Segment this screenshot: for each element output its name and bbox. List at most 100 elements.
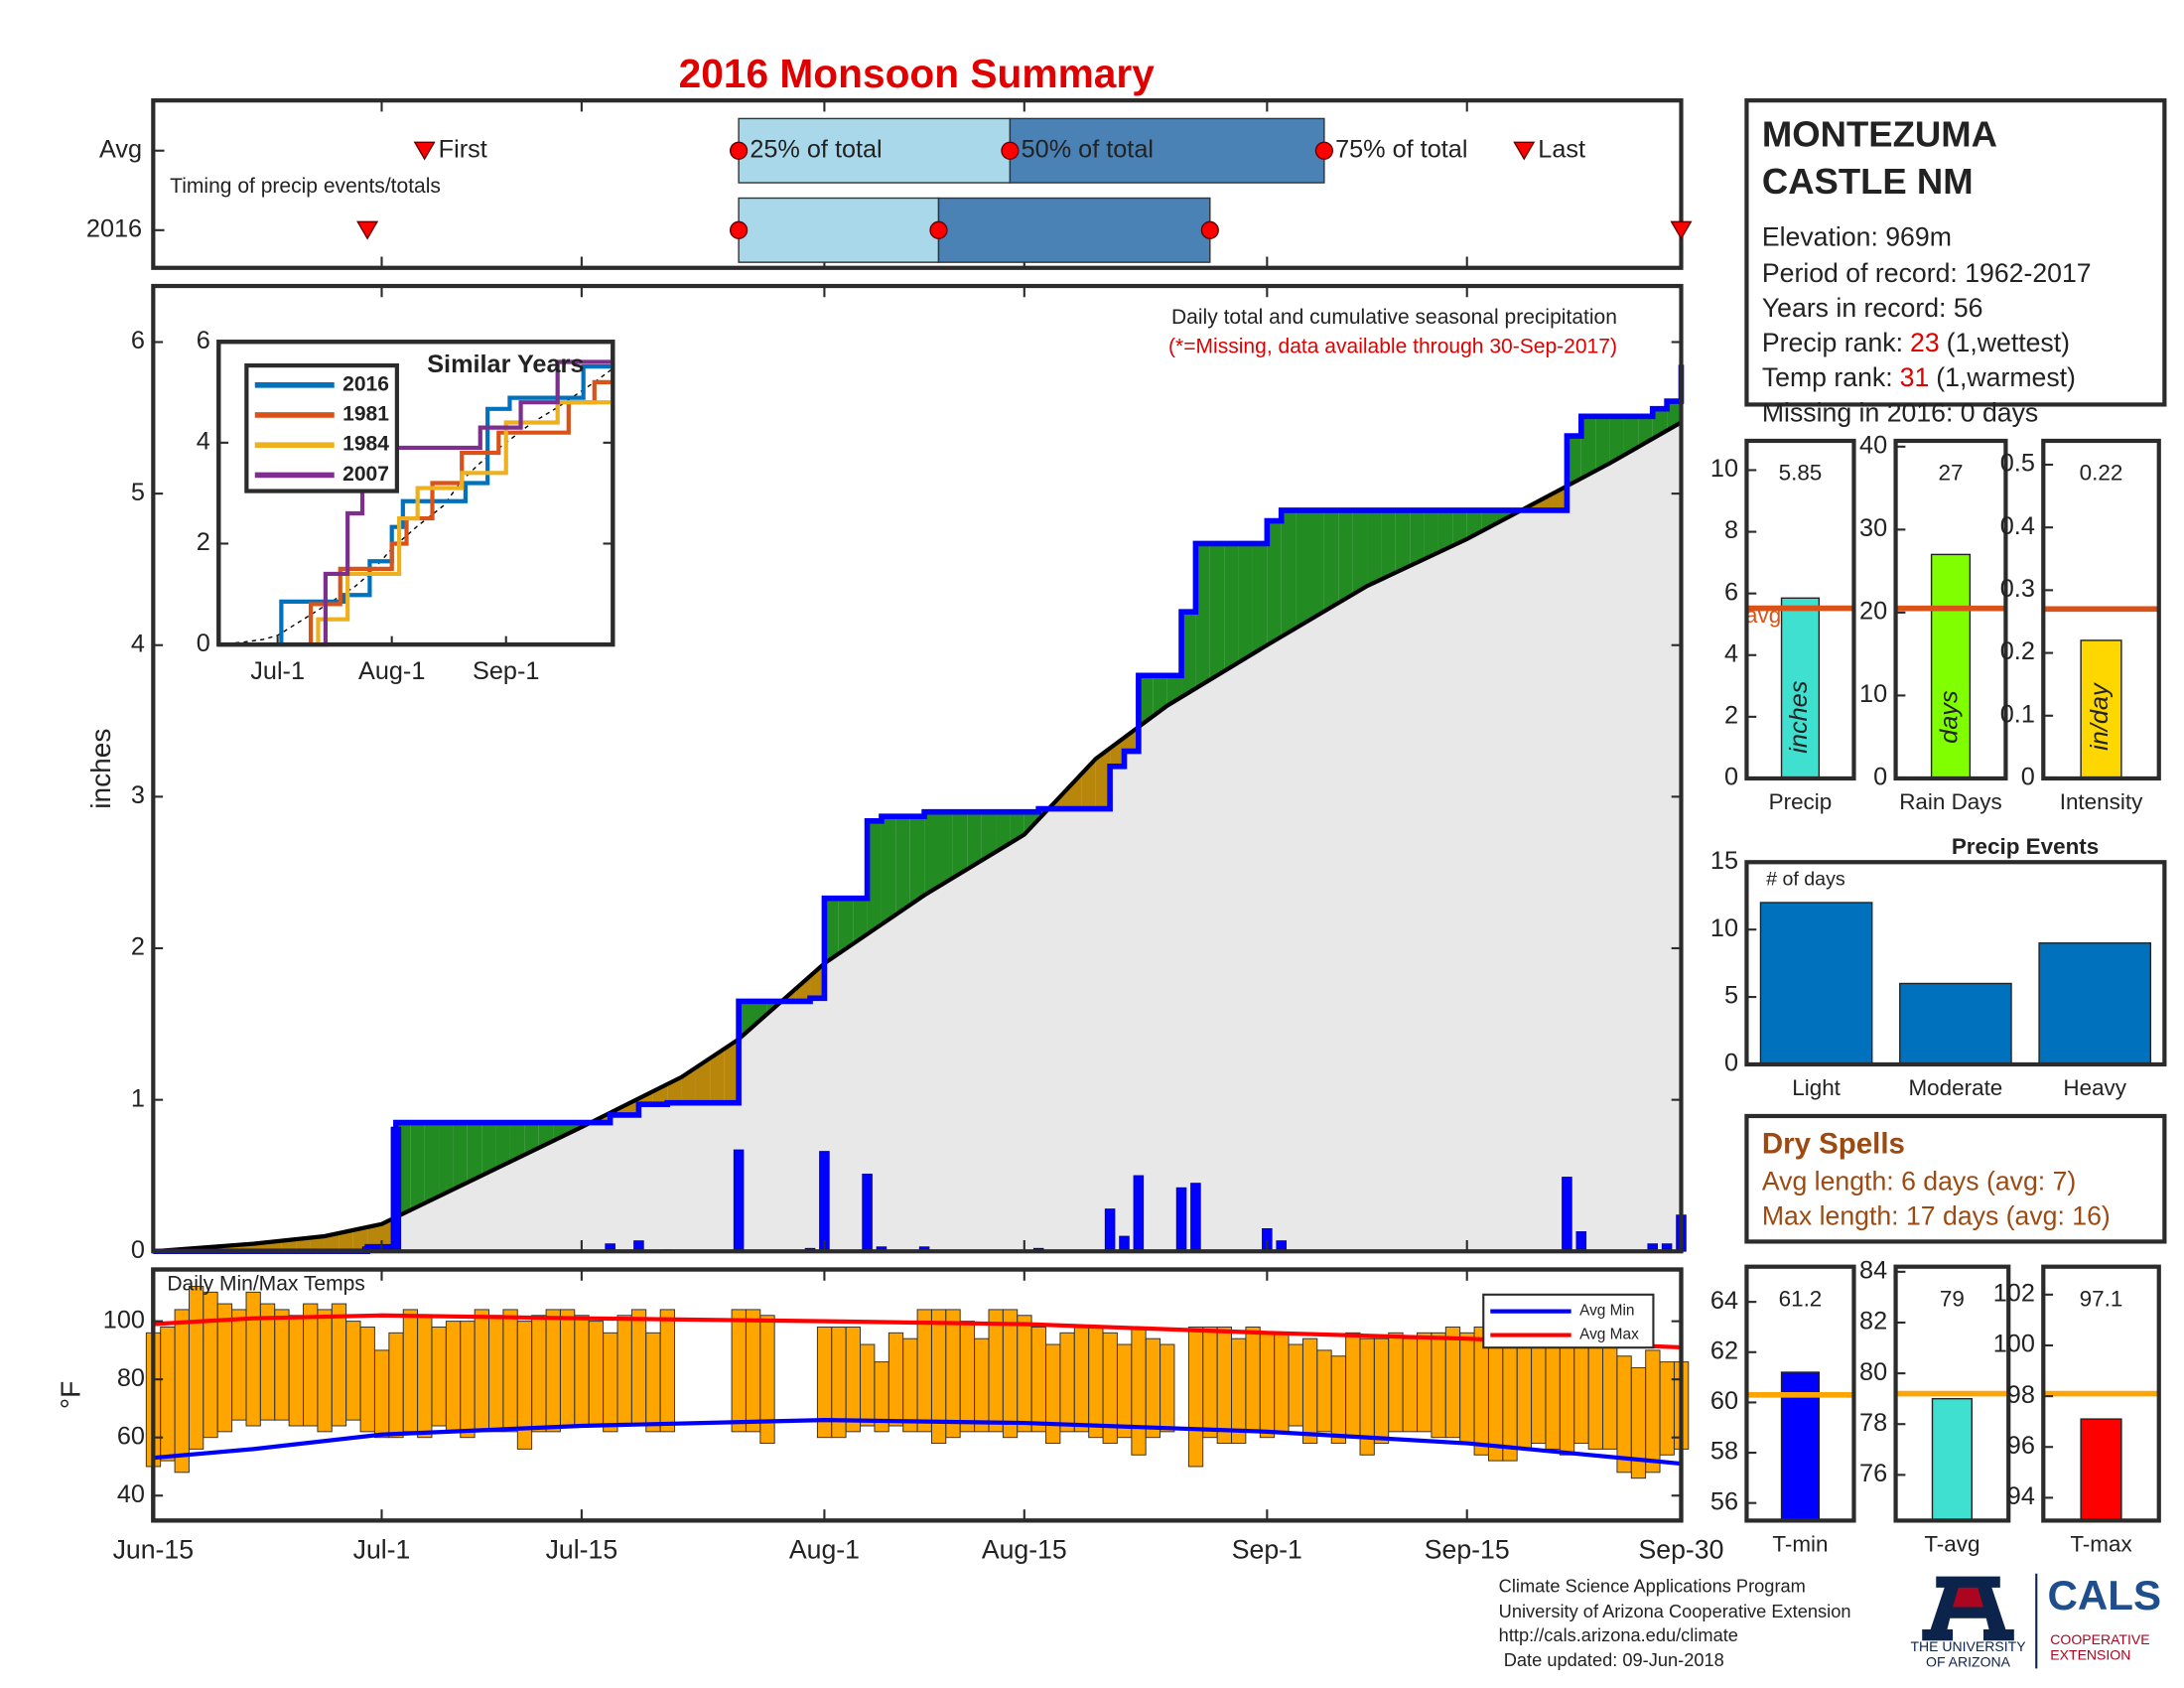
surplus-fill: [1281, 509, 1297, 637]
temp-bar: [216, 1303, 233, 1433]
temp-bar: [1616, 1355, 1632, 1474]
temp-bar: [1645, 1349, 1661, 1474]
daily-bar: [1119, 1235, 1130, 1252]
x-tick-label: Sep-1: [473, 657, 539, 685]
quartile-marker: [1200, 220, 1219, 239]
temp-bar: [759, 1315, 775, 1445]
y-tick-label: 5: [131, 479, 145, 506]
temp-bar: [1330, 1355, 1347, 1445]
event-marker: [356, 220, 379, 240]
temp-bar: [303, 1303, 319, 1427]
surplus-fill: [524, 1122, 539, 1156]
station-name: MONTEZUMA: [1762, 113, 1997, 154]
temp-bar: [1531, 1337, 1547, 1445]
y-tick-label: 84: [1859, 1256, 1887, 1284]
surplus-fill: [895, 816, 910, 915]
y-tick-label: 56: [1710, 1487, 1738, 1515]
surplus-fill: [1323, 509, 1339, 612]
y-tick-label: 96: [2007, 1432, 2035, 1460]
rank-label: Precip rank:: [1762, 328, 1903, 357]
bar-unit-label: days: [1936, 690, 1964, 744]
surplus-fill: [824, 898, 839, 964]
y-tick-label: 2: [1724, 702, 1738, 730]
bar: [1759, 902, 1873, 1065]
deficit-fill: [1110, 737, 1125, 767]
station-box: MONTEZUMA CASTLE NM Elevation: 969m Peri…: [1744, 98, 2167, 427]
temp-rank: Temp rank: 31 (1,warmest): [1762, 362, 2076, 392]
x-tick-label: Jun-15: [113, 1534, 194, 1564]
deficit-fill: [339, 1229, 353, 1252]
surplus-fill: [853, 898, 868, 944]
value-label: 27: [1939, 461, 1964, 486]
temp-bar: [460, 1321, 476, 1439]
deficit-fill: [695, 1057, 711, 1103]
daily-bar: [1190, 1183, 1201, 1252]
surplus-fill: [1367, 509, 1382, 587]
surplus-fill: [1338, 509, 1353, 604]
quartile-marker: [1314, 141, 1333, 160]
temp-bar: [1502, 1332, 1518, 1462]
y-tick-label: 82: [1859, 1308, 1887, 1336]
marker-label: 25% of total: [750, 135, 882, 163]
surplus-fill: [752, 1001, 767, 1027]
rank-note: (1,wettest): [1947, 328, 2070, 357]
x-tick-label: Jul-15: [546, 1534, 618, 1564]
surplus-fill: [881, 816, 896, 925]
temp-bar: [431, 1326, 447, 1427]
value-label: 0.22: [2080, 461, 2123, 486]
x-tick-label: Aug-1: [789, 1534, 860, 1564]
temp-bar: [974, 1337, 990, 1433]
y-tick-label: 102: [1993, 1279, 2035, 1307]
chart-annotation: # of days: [1766, 869, 1845, 891]
temp-bar: [1160, 1343, 1175, 1433]
x-tick-label: Jul-1: [353, 1534, 411, 1564]
avg-temp-line: [153, 1313, 1682, 1350]
temp-bar: [1373, 1337, 1390, 1445]
y-tick-label: 0: [1724, 764, 1738, 791]
university-name: THE UNIVERSITY: [1910, 1638, 2026, 1654]
marker-label: Last: [1538, 135, 1585, 163]
temp-bar: [959, 1321, 976, 1433]
daily-bar: [1575, 1231, 1587, 1252]
surplus-fill: [1195, 543, 1210, 689]
temp-bar: [502, 1309, 518, 1433]
temp-bar: [488, 1315, 504, 1433]
temp-bar: [945, 1309, 961, 1439]
temp-bar: [288, 1315, 304, 1427]
bar: [1899, 982, 2012, 1065]
deficit-fill: [652, 1083, 668, 1105]
temp-bar: [1187, 1326, 1204, 1468]
logo-a: [1922, 1576, 2014, 1641]
daily-bar: [390, 1126, 402, 1252]
quartile-marker: [929, 220, 948, 239]
bar: [2038, 942, 2152, 1065]
temp-bar: [188, 1285, 205, 1450]
marker-label: 50% of total: [1022, 135, 1154, 163]
temp-bar: [731, 1309, 747, 1433]
temp-bar: [1274, 1332, 1290, 1433]
legend-label: 2016: [342, 372, 389, 395]
deficit-fill: [1095, 748, 1111, 809]
y-tick-label: 4: [197, 428, 210, 456]
deficit-fill: [795, 975, 811, 1002]
temp-bar: [259, 1303, 276, 1421]
surplus-fill: [996, 811, 1011, 852]
temps-title: Daily Min/Max Temps: [167, 1273, 364, 1296]
temp-bar: [1345, 1332, 1361, 1439]
value-label: 61.2: [1779, 1286, 1823, 1311]
x-tick-label: Sep-30: [1639, 1534, 1724, 1564]
surplus-fill: [1609, 416, 1624, 464]
plot-frame: [1893, 438, 2008, 781]
temp-bar: [1059, 1332, 1075, 1433]
station-fact: Years in record: 56: [1762, 293, 1983, 323]
deficit-fill: [367, 1223, 382, 1247]
plot-frame: [2041, 438, 2161, 781]
temp-bar: [474, 1309, 489, 1433]
quartile-marker: [729, 220, 749, 239]
footer-line: Date updated: 09-Jun-2018: [1499, 1649, 1724, 1670]
y-tick-label: 40: [1859, 431, 1887, 459]
temp-bar: [359, 1326, 375, 1433]
avg-temp-line: [153, 1418, 1682, 1467]
x-tick-label: Jul-1: [250, 657, 305, 685]
surplus-fill: [1267, 520, 1282, 645]
